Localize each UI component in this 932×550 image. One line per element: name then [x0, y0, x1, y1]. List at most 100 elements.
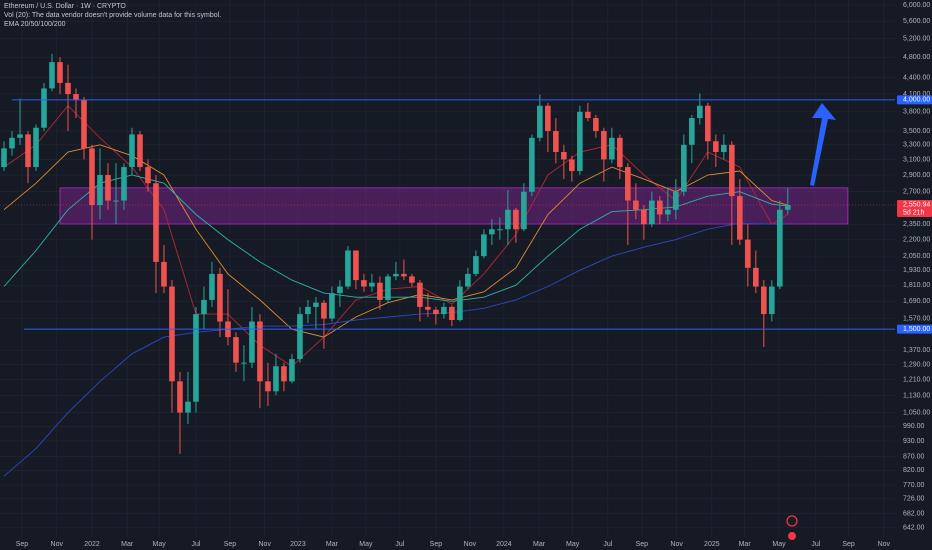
- candle-body: [65, 82, 71, 95]
- candle-body: [329, 293, 335, 319]
- x-tick-label: Mar: [121, 541, 134, 548]
- candle-body: [457, 286, 463, 321]
- candle-body: [697, 105, 703, 119]
- level-label: 1,500.00: [903, 326, 930, 333]
- y-tick-label: 820.00: [903, 467, 925, 474]
- y-tick-label: 5,200.00: [903, 35, 930, 42]
- candle-body: [777, 209, 783, 287]
- candle-body: [249, 321, 255, 363]
- y-tick-label: 5,600.00: [903, 18, 930, 25]
- y-tick-label: 2,700.00: [903, 189, 930, 196]
- x-tick-label: Nov: [51, 541, 64, 548]
- x-tick-label: 2023: [290, 541, 306, 548]
- y-tick-label: 726.00: [903, 496, 925, 503]
- candle-body: [145, 167, 151, 184]
- candle-body: [593, 118, 599, 132]
- x-tick-label: May: [772, 541, 786, 548]
- candle-body: [657, 200, 663, 215]
- y-tick-label: 1,370.00: [903, 347, 930, 354]
- x-tick-label: Sep: [430, 541, 443, 548]
- subtitle: Vol (20): The data vendor doesn't provid…: [4, 12, 221, 19]
- candle-body: [633, 200, 639, 210]
- candle-body: [25, 134, 31, 168]
- candle-body: [209, 273, 215, 300]
- candle-body: [673, 191, 679, 210]
- event-icon: [786, 515, 798, 527]
- ema-line: [3, 174, 788, 302]
- y-tick-label: 2,050.00: [903, 253, 930, 260]
- candle-body: [489, 229, 495, 235]
- candle-body: [193, 314, 199, 402]
- candle-body: [41, 88, 47, 128]
- x-tick-label: Mar: [739, 541, 752, 548]
- ema-line: [3, 105, 789, 367]
- candle-body: [81, 99, 87, 149]
- x-tick-label: Jul: [603, 541, 612, 548]
- candle-body: [505, 209, 511, 230]
- x-tick-label: 2025: [704, 541, 720, 548]
- candle-body: [577, 111, 583, 172]
- candle-body: [353, 250, 359, 281]
- candle-body: [1, 148, 7, 168]
- candle-body: [729, 144, 735, 197]
- x-tick-label: Nov: [878, 541, 891, 548]
- x-tick-label: Nov: [670, 541, 683, 548]
- plot: [0, 53, 895, 477]
- candle-body: [113, 200, 119, 202]
- candle-body: [241, 362, 247, 364]
- chart-title: Ethereum / U.S. Dollar · 1W · CRYPTO: [4, 3, 126, 10]
- x-tick-label: Nov: [259, 541, 272, 548]
- y-tick-label: 3,300.00: [903, 142, 930, 149]
- candle-body: [289, 359, 295, 382]
- candle-body: [521, 191, 527, 230]
- candle-body: [649, 200, 655, 225]
- candle-body: [705, 105, 711, 142]
- y-tick-label: 4,800.00: [903, 54, 930, 61]
- x-tick-label: Jul: [395, 541, 404, 548]
- candle-body: [393, 273, 399, 277]
- ema-line: [3, 222, 788, 477]
- x-tick-label: Mar: [533, 541, 546, 548]
- candle-body: [153, 183, 159, 262]
- candle-body: [297, 314, 303, 360]
- y-tick-label: 1,810.00: [903, 282, 930, 289]
- candle-body: [417, 282, 423, 307]
- candle-body: [97, 175, 103, 206]
- candle-body: [769, 286, 775, 315]
- candle-body: [401, 273, 407, 277]
- countdown-label: 5d 21h: [903, 209, 925, 216]
- x-tick-label: Jul: [811, 541, 820, 548]
- x-tick-label: Sep: [636, 541, 649, 548]
- y-tick-label: 2,200.00: [903, 236, 930, 243]
- candle-body: [361, 280, 367, 287]
- candle-body: [441, 306, 447, 315]
- x-tick-label: Sep: [224, 541, 237, 548]
- candle-body: [137, 134, 143, 168]
- candle-body: [169, 286, 175, 382]
- x-tick-label: 2022: [84, 541, 100, 548]
- x-tick-label: May: [566, 541, 580, 548]
- y-tick-label: 990.00: [903, 423, 925, 430]
- y-tick-label: 4,400.00: [903, 74, 930, 81]
- x-tick-label: May: [359, 541, 373, 548]
- candle-body: [585, 111, 591, 119]
- x-tick-label: Sep: [16, 541, 29, 548]
- x-tick-label: Jul: [191, 541, 200, 548]
- candle-body: [217, 273, 223, 322]
- candle-body: [321, 302, 327, 319]
- candle-body: [513, 209, 519, 230]
- candle-body: [545, 105, 551, 132]
- candle-body: [129, 134, 135, 168]
- grid: [0, 0, 895, 537]
- candle-body: [681, 144, 687, 192]
- candle-body: [57, 62, 63, 83]
- candle-body: [257, 321, 263, 382]
- event-icon: [788, 532, 796, 540]
- y-tick-label: 1,570.00: [903, 315, 930, 322]
- candle-body: [713, 141, 719, 153]
- candle-body: [33, 127, 39, 168]
- y-tick-label: 2,900.00: [903, 172, 930, 179]
- y-tick-label: 1,050.00: [903, 409, 930, 416]
- y-tick-label: 2,350.00: [903, 221, 930, 228]
